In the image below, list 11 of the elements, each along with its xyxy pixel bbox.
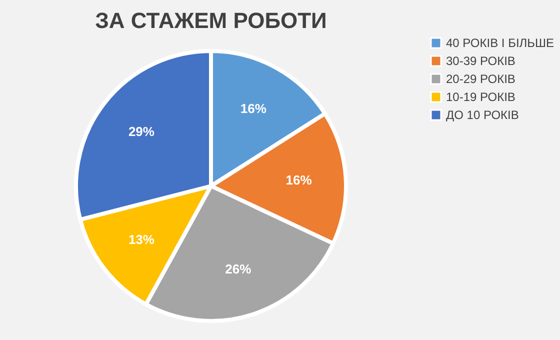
legend-label: 40 РОКІВ І БІЛЬШЕ: [446, 36, 554, 50]
legend-label: 20-29 РОКІВ: [446, 72, 516, 86]
data-label: 16%: [240, 100, 267, 116]
data-label: 16%: [286, 172, 312, 188]
legend-label: 10-19 РОКІВ: [446, 90, 516, 104]
legend-label: 30-39 РОКІВ: [446, 54, 516, 68]
data-label: 26%: [225, 262, 252, 277]
legend-label: ДО 10 РОКІВ: [446, 108, 519, 122]
data-label: 29%: [128, 124, 155, 140]
chart-title: ЗА СТАЖЕМ РОБОТИ: [95, 8, 327, 33]
data-label: 13%: [128, 232, 155, 247]
